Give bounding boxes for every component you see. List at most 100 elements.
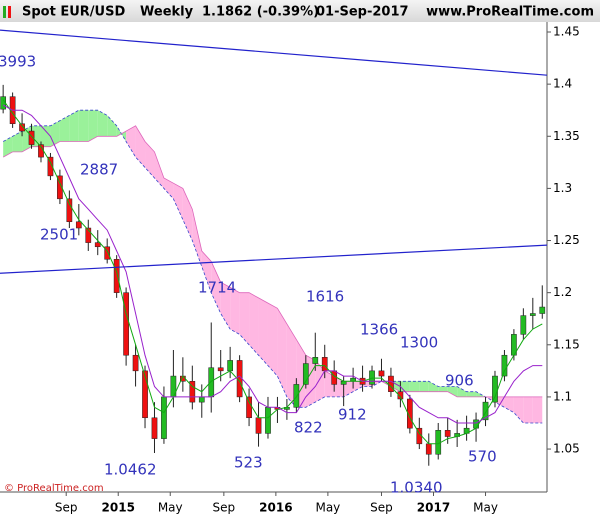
cloud-span-a — [3, 109, 543, 424]
trendline — [0, 29, 548, 76]
cloud-segment — [154, 151, 164, 189]
cloud-segment — [40, 125, 51, 147]
cloud-segment — [78, 110, 89, 142]
cloud-segment — [447, 386, 458, 397]
cloud-segment — [504, 396, 514, 413]
candle-body — [217, 367, 224, 372]
candle-body — [75, 221, 82, 229]
x-tick-label: Sep — [55, 501, 78, 515]
symbol: Spot EUR/USD — [22, 5, 125, 20]
candle-body — [425, 443, 432, 455]
candle-body — [94, 242, 101, 248]
cloud-segment — [69, 110, 79, 142]
annotation: 2887 — [80, 161, 118, 179]
cloud-segment — [239, 292, 250, 345]
header-icon — [3, 6, 6, 18]
period: Weekly — [140, 5, 194, 20]
cloud-segment — [59, 115, 70, 142]
annotation: 523 — [234, 454, 263, 472]
cloud-segment — [107, 115, 117, 137]
candle-body — [397, 391, 404, 400]
cloud-segment — [192, 209, 202, 267]
candle-body — [312, 357, 319, 364]
annotation: 3993 — [0, 53, 36, 71]
cloud-segment — [343, 381, 354, 397]
cloud-segment — [230, 287, 240, 335]
candle-body — [321, 357, 328, 372]
indicator-line — [2, 104, 543, 424]
annotation: 1.0340 — [390, 479, 443, 497]
candle-body — [265, 407, 271, 434]
cloud-segment — [116, 125, 127, 142]
annotation: 1714 — [198, 279, 236, 297]
candle-body — [302, 363, 309, 385]
candle-body — [539, 306, 546, 314]
y-tick-label: 1.45 — [553, 25, 580, 39]
candle-body — [123, 292, 129, 356]
quote: 1.1862 (-0.39%) — [202, 5, 319, 20]
trendline — [0, 244, 548, 274]
x-tick-label: May — [158, 501, 183, 515]
cloud-segment — [88, 110, 98, 142]
y-tick-label: 1.1 — [553, 389, 572, 403]
candle-body — [255, 417, 262, 434]
header-bar — [0, 0, 600, 22]
y-tick-label: 1.15 — [553, 337, 580, 351]
cloud-segment — [173, 183, 183, 220]
candle-body — [444, 430, 451, 437]
cloud-segment — [12, 131, 23, 152]
date: 01-Sep-2017 — [316, 5, 409, 20]
x-tick-label: 2016 — [259, 501, 292, 515]
cloud-segment — [3, 136, 13, 158]
candle-body — [529, 313, 536, 316]
cloud-segment — [220, 282, 231, 330]
annotation: 1300 — [400, 334, 438, 352]
candle-body — [388, 375, 394, 392]
candle-body — [47, 156, 54, 177]
cloud-segment — [135, 125, 146, 168]
y-tick-label: 1.25 — [553, 233, 580, 247]
cloud-segment — [201, 250, 212, 293]
cloud-segment — [97, 110, 108, 137]
cloud-segment — [50, 120, 60, 147]
x-tick-label: 2015 — [102, 501, 135, 515]
annotation: 1616 — [306, 288, 344, 306]
candle-body — [208, 367, 215, 398]
cloud-segment — [457, 386, 467, 397]
indicator-line — [2, 99, 543, 445]
candle-body — [293, 384, 300, 408]
candle-body — [132, 354, 139, 372]
cloud-segment — [211, 261, 221, 314]
site: www.ProRealTime.com — [426, 5, 594, 20]
candle-body — [227, 360, 234, 372]
header-icon — [8, 6, 11, 18]
candle-body — [520, 315, 527, 335]
cloud-segment — [532, 396, 543, 423]
cloud-segment — [258, 297, 268, 366]
y-tick-label: 1.4 — [553, 77, 572, 91]
cloud-segment — [466, 391, 477, 397]
x-tick-label: May — [473, 501, 498, 515]
cloud-segment — [145, 141, 155, 178]
annotation: 1.0462 — [104, 461, 157, 479]
candle-body — [28, 130, 35, 145]
annotation: 912 — [338, 406, 367, 424]
y-tick-label: 1.2 — [553, 285, 572, 299]
cloud-segment — [513, 396, 524, 423]
y-tick-label: 1.3 — [553, 181, 572, 195]
y-tick-label: 1.35 — [553, 129, 580, 143]
annotation: 1366 — [360, 321, 398, 339]
candle-body — [407, 398, 413, 429]
cloud-segment — [523, 396, 533, 423]
annotation: 570 — [468, 448, 497, 466]
candle-body — [57, 175, 63, 200]
x-tick-label: May — [315, 501, 340, 515]
candle-body — [142, 370, 148, 419]
cloud-segment — [267, 303, 278, 377]
candle-body — [189, 381, 196, 403]
x-tick-label: 2017 — [417, 501, 450, 515]
candle-body — [151, 417, 158, 439]
cloud-segment — [409, 381, 420, 392]
candle-body — [378, 370, 385, 377]
